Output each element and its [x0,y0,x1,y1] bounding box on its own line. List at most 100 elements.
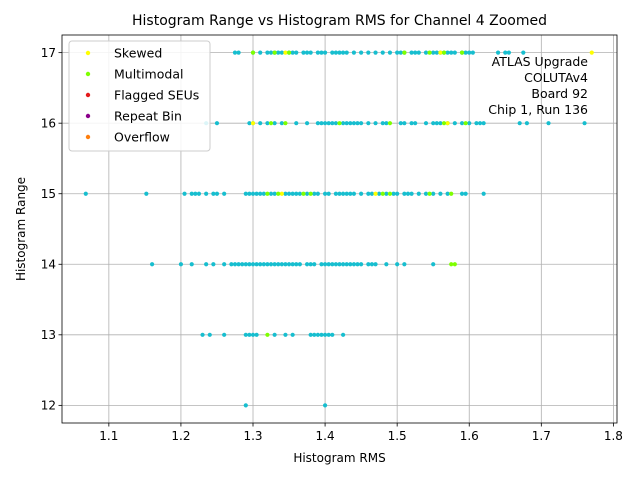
data-point [268,262,274,267]
legend-marker [85,113,91,119]
data-point [402,121,407,126]
data-point [344,262,349,267]
data-point [222,191,227,196]
data-point-multimodal [387,121,393,126]
data-point [517,121,522,126]
data-point [304,191,310,196]
x-tick-label: 1.1 [99,429,118,443]
data-point [322,50,328,55]
data-point [405,191,411,196]
data-point [254,191,259,196]
data-point [290,50,295,55]
data-point [431,191,436,196]
data-point [297,262,302,267]
data-point [204,191,209,196]
data-point [369,262,375,267]
data-point [290,191,295,196]
data-point-multimodal [427,50,432,55]
data-point [348,262,353,267]
data-point [431,262,436,267]
data-point [438,121,443,126]
data-point [304,262,310,267]
data-point-multimodal [250,50,256,55]
data-point [434,50,439,55]
chart-title: Histogram Range vs Histogram RMS for Cha… [132,13,547,29]
legend-frame [68,40,211,152]
data-point-multimodal [449,262,454,267]
data-point [232,50,238,55]
data-point [83,191,88,196]
data-point-multimodal [276,191,281,196]
data-point [377,191,382,196]
data-point [283,262,288,267]
data-point [283,332,288,337]
data-point [258,191,263,196]
data-point [463,50,468,55]
data-point [477,121,483,126]
y-tick-label: 13 [41,328,56,342]
data-point [506,50,511,55]
data-point [178,262,184,267]
x-tick-label: 1.5 [388,429,407,443]
data-point [413,121,418,126]
data-point [294,262,299,267]
data-point [319,50,324,55]
data-point-multimodal [265,332,270,337]
data-point [416,191,421,196]
legend-marker [85,50,91,56]
data-point [196,191,202,196]
data-point [319,262,324,267]
data-point [366,262,371,267]
data-point [211,191,216,196]
data-point [341,262,346,267]
data-point [481,121,486,126]
data-point [326,191,331,196]
data-point-multimodal [452,262,457,267]
data-point [366,50,371,55]
data-point [315,332,320,337]
data-point [341,50,346,55]
data-point [351,191,357,196]
data-point [308,262,313,267]
data-point [373,50,378,55]
data-point [384,121,389,126]
data-point [474,121,479,126]
data-point [268,50,274,55]
data-point [193,191,198,196]
data-point-multimodal [463,121,468,126]
data-point [279,262,284,267]
data-point [337,262,342,267]
data-point-skewed [279,191,284,196]
data-point [258,121,263,126]
data-point [250,332,256,337]
data-point [438,191,443,196]
data-point [463,191,468,196]
legend: Skewed Multimodal Flagged SEUs Repeat Bin Ov… [68,40,211,152]
data-point [402,191,407,196]
annotation-line-3: Board 92 [531,86,588,101]
data-point [250,191,256,196]
data-point [301,50,306,55]
data-point [398,121,403,126]
data-point-skewed [438,50,443,55]
data-point [258,262,263,267]
data-point [265,121,270,126]
data-point-multimodal [441,121,447,126]
data-point [279,50,284,55]
data-point [247,121,252,126]
data-point [247,191,252,196]
data-point-multimodal [427,191,432,196]
data-point [337,50,342,55]
data-point [286,262,292,267]
data-point [261,262,266,267]
data-point [391,191,396,196]
data-point [240,262,245,267]
data-point-multimodal [387,191,393,196]
data-point [326,332,331,337]
data-point [272,262,277,267]
data-point [341,191,346,196]
data-point [495,50,501,55]
data-point [326,121,331,126]
data-point [211,262,216,267]
data-point [459,121,465,126]
